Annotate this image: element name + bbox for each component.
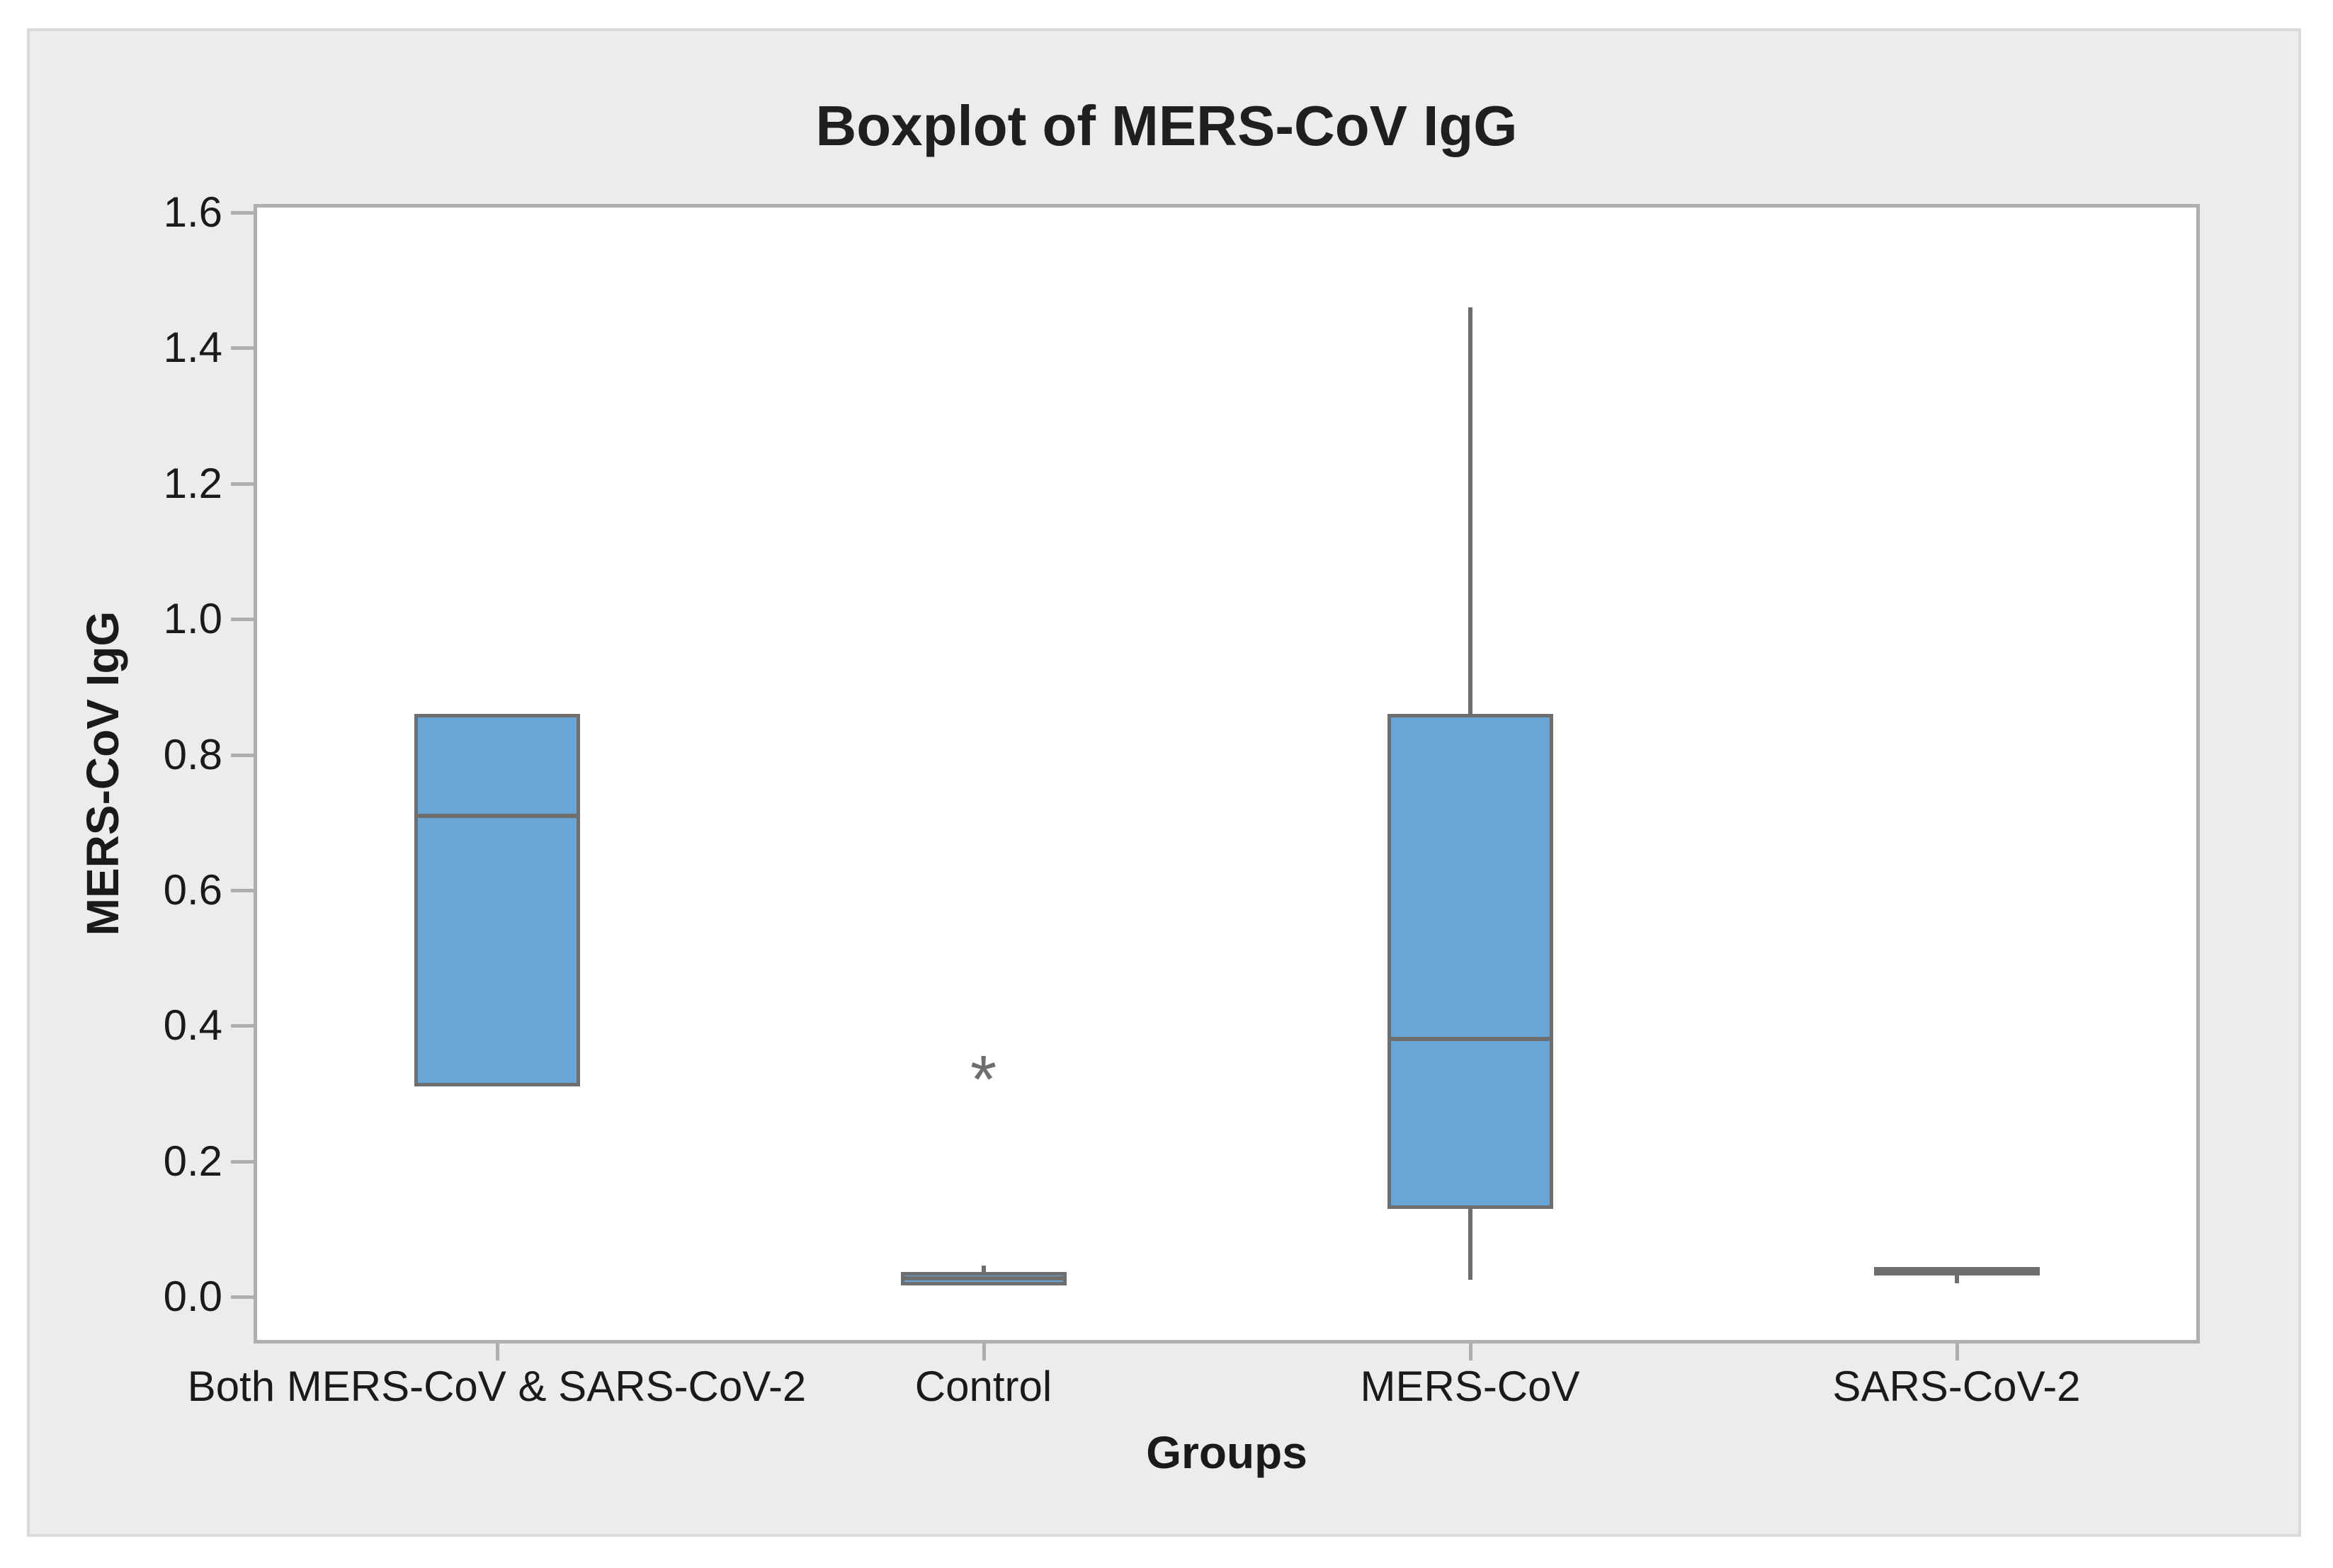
- outlier-marker: *: [970, 1041, 997, 1118]
- x-tick-label: MERS-CoV: [1360, 1363, 1580, 1410]
- y-tick-label: 1.2: [163, 459, 222, 507]
- y-tick: [231, 211, 254, 215]
- x-tick: [982, 1343, 986, 1360]
- y-tick: [231, 618, 254, 622]
- x-axis-label: Groups: [1146, 1427, 1307, 1478]
- y-tick-label: 0.0: [163, 1273, 222, 1320]
- y-tick-label: 0.8: [163, 730, 222, 778]
- chart-title: Boxplot of MERS-CoV IgG: [815, 94, 1518, 157]
- y-tick-label: 1.0: [163, 595, 222, 643]
- lower-whisker: [1954, 1276, 1959, 1283]
- y-tick: [231, 1024, 254, 1028]
- y-tick: [231, 1159, 254, 1164]
- box: [1387, 714, 1553, 1209]
- y-tick-label: 0.2: [163, 1137, 222, 1185]
- x-tick-label: Both MERS-CoV & SARS-CoV-2: [187, 1363, 807, 1410]
- median-line: [417, 813, 577, 818]
- y-tick-label: 1.4: [163, 324, 222, 372]
- y-tick: [231, 346, 254, 351]
- x-tick: [1955, 1343, 1959, 1360]
- median-line: [1877, 1269, 2036, 1274]
- x-tick-label: SARS-CoV-2: [1832, 1363, 2081, 1410]
- lower-whisker: [1468, 1208, 1472, 1280]
- median-line: [904, 1276, 1063, 1281]
- upper-whisker: [1468, 307, 1472, 715]
- y-tick: [231, 888, 254, 892]
- x-tick-label: Control: [914, 1363, 1052, 1410]
- box: [414, 714, 580, 1087]
- y-tick: [231, 753, 254, 757]
- y-tick-label: 1.6: [163, 188, 222, 236]
- y-tick: [231, 482, 254, 486]
- x-tick: [495, 1343, 499, 1360]
- upper-whisker: [981, 1265, 986, 1272]
- x-tick: [1468, 1343, 1472, 1360]
- y-tick-label: 0.4: [163, 1001, 222, 1050]
- median-line: [1390, 1037, 1550, 1042]
- y-tick-label: 0.6: [163, 865, 222, 914]
- y-tick: [231, 1295, 254, 1299]
